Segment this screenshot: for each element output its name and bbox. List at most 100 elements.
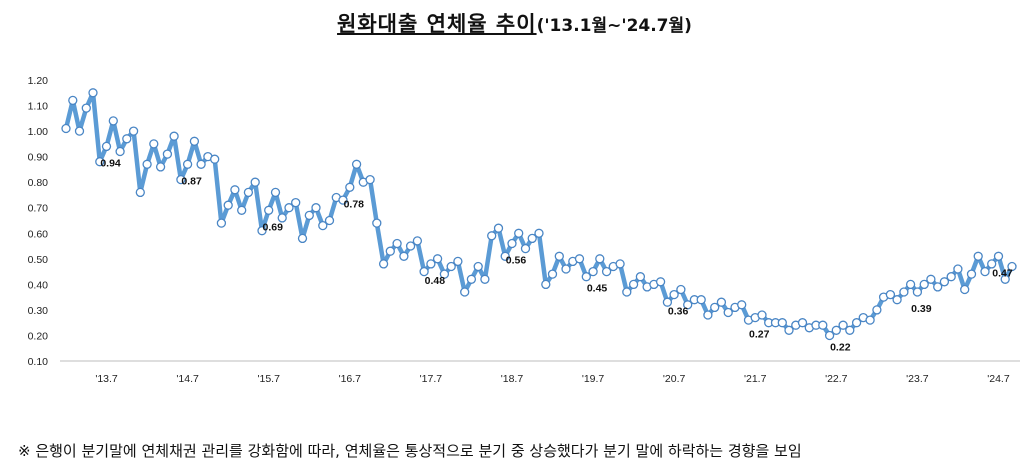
data-point: [710, 302, 720, 313]
data-point: [257, 226, 267, 236]
data-point: [865, 315, 875, 325]
data-point: [81, 103, 91, 113]
data-point: [561, 264, 571, 274]
data-point: [405, 241, 416, 251]
data-point: [345, 182, 355, 192]
y-tick-label: 0.80: [28, 177, 49, 189]
data-point: [162, 149, 173, 159]
data-point: [487, 231, 497, 241]
data-point: [460, 287, 470, 297]
data-point: [683, 300, 693, 310]
data-point: [939, 277, 950, 287]
data-label: 0.94: [100, 157, 121, 169]
data-label: 0.69: [262, 221, 283, 233]
y-tick-label: 0.70: [28, 203, 49, 215]
data-point: [541, 279, 551, 290]
data-point: [831, 325, 841, 335]
data-label: 0.48: [425, 275, 446, 287]
data-label: 0.27: [749, 329, 770, 341]
data-point: [635, 272, 646, 282]
data-point: [155, 162, 166, 172]
data-point: [520, 243, 531, 254]
series-markers: [61, 88, 1017, 341]
data-point: [716, 297, 727, 307]
data-point: [68, 95, 78, 106]
data-point: [993, 251, 1004, 261]
data-label: 0.87: [181, 175, 202, 187]
data-point: [912, 287, 923, 297]
data-point: [960, 284, 970, 295]
data-point: [885, 289, 896, 300]
data-point: [378, 259, 389, 269]
data-point: [919, 279, 929, 290]
data-label: 0.39: [911, 303, 932, 315]
data-point: [622, 287, 632, 297]
data-point: [128, 126, 139, 136]
data-point: [115, 146, 125, 157]
data-point: [784, 325, 794, 335]
data-point: [264, 205, 274, 215]
data-point: [189, 136, 200, 146]
data-point: [473, 261, 483, 272]
data-point: [365, 174, 375, 185]
x-tick-label: '22.7: [825, 373, 848, 385]
data-label: 0.45: [587, 283, 608, 295]
y-tick-label: 1.00: [28, 126, 49, 138]
data-point: [412, 236, 423, 246]
y-axis-ticks: 0.10 0.20 0.30 0.40 0.50 0.60 0.70 0.80 0.90 1.00…: [28, 75, 49, 368]
data-point: [615, 259, 625, 269]
data-point: [338, 195, 348, 205]
data-point: [480, 274, 490, 284]
y-tick-label: 0.20: [28, 330, 49, 342]
data-point: [824, 330, 835, 341]
data-point: [601, 266, 612, 277]
data-point: [872, 305, 882, 315]
data-point: [703, 310, 713, 320]
data-point: [270, 187, 281, 198]
data-point: [1000, 274, 1010, 284]
data-point: [61, 123, 71, 134]
data-point: [399, 251, 409, 261]
data-point: [507, 238, 517, 249]
data-point: [514, 228, 524, 238]
data-point: [676, 284, 686, 295]
data-point: [933, 282, 943, 292]
x-tick-label: '23.7: [906, 373, 929, 385]
y-tick-label: 0.40: [28, 279, 49, 291]
data-point: [905, 279, 916, 290]
data-point: [351, 159, 362, 169]
data-point: [324, 215, 335, 226]
data-label: 0.36: [668, 306, 689, 318]
y-tick-label: 0.60: [28, 228, 49, 240]
x-tick-label: '18.7: [501, 373, 524, 385]
data-point: [95, 157, 105, 167]
data-point: [574, 254, 585, 264]
data-point: [966, 269, 977, 279]
data-point: [737, 300, 747, 310]
data-point: [176, 174, 186, 185]
data-point: [135, 187, 145, 198]
data-point: [818, 320, 828, 330]
data-point: [142, 159, 152, 169]
data-point: [108, 116, 118, 126]
x-tick-label: '21.7: [744, 373, 767, 385]
data-point: [392, 238, 402, 249]
data-point: [500, 251, 510, 261]
data-point: [372, 218, 382, 228]
data-point: [297, 233, 308, 244]
data-point: [534, 228, 544, 238]
x-tick-label: '17.7: [420, 373, 443, 385]
data-point: [851, 318, 862, 328]
data-point: [196, 159, 206, 169]
data-point: [210, 154, 220, 164]
data-point: [453, 256, 463, 267]
data-point: [723, 307, 733, 318]
chart-title-main: 원화대출 연체율 추이: [337, 12, 537, 36]
data-point: [527, 233, 537, 244]
data-point: [973, 251, 983, 261]
data-point: [284, 203, 294, 213]
y-tick-label: 0.50: [28, 254, 49, 266]
data-point: [291, 197, 301, 208]
data-point: [446, 261, 456, 272]
data-point: [493, 223, 504, 233]
